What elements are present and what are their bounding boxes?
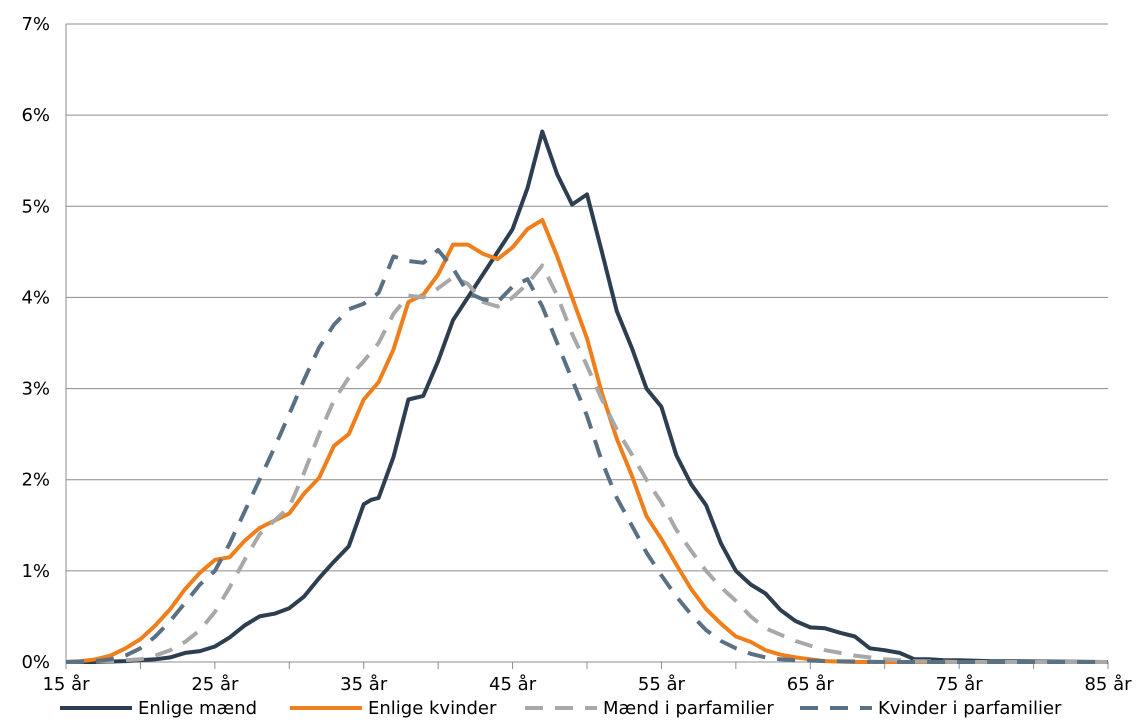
- series-line: [65, 248, 1108, 664]
- axes: [65, 24, 1109, 669]
- legend-label: Kvinder i parfamilier: [878, 698, 1062, 719]
- x-tick-label: 15 år: [42, 674, 90, 695]
- x-tick-label: 65 år: [787, 674, 835, 695]
- y-tick-label: 7%: [21, 14, 50, 35]
- x-tick-label: 25 år: [191, 674, 239, 695]
- series-lines: [65, 129, 1109, 664]
- legend-label: Enlige kvinder: [368, 698, 497, 719]
- y-tick-label: 5%: [21, 196, 50, 217]
- y-tick-label: 4%: [21, 287, 50, 308]
- y-tick-label: 0%: [21, 652, 50, 673]
- y-tick-label: 2%: [21, 470, 50, 491]
- series-line: [66, 129, 1109, 664]
- x-tick-label: 45 år: [489, 674, 537, 695]
- series-line: [65, 218, 1108, 664]
- x-tick-label: 85 år: [1084, 674, 1132, 695]
- y-axis-tick-labels: 0% 1% 2% 3% 4% 5% 6% 7%: [21, 14, 50, 673]
- y-tick-label: 1%: [21, 561, 50, 582]
- legend-label: Mænd i parfamilier: [603, 698, 774, 719]
- legend: Enlige mænd Enlige kvinder Mænd i parfamil…: [60, 698, 1062, 719]
- x-tick-label: 35 år: [340, 674, 388, 695]
- series-line: [65, 263, 1108, 664]
- y-tick-label: 6%: [21, 105, 50, 126]
- gridlines: [66, 23, 1108, 572]
- y-tick-label: 3%: [21, 379, 50, 400]
- x-axis-tick-labels: 15 år 25 år 35 år 45 år 55 år 65 år 75 år 85 år: [42, 674, 1132, 695]
- legend-label: Enlige mænd: [138, 698, 257, 719]
- x-tick-label: 55 år: [638, 674, 686, 695]
- x-tick-label: 75 år: [936, 674, 984, 695]
